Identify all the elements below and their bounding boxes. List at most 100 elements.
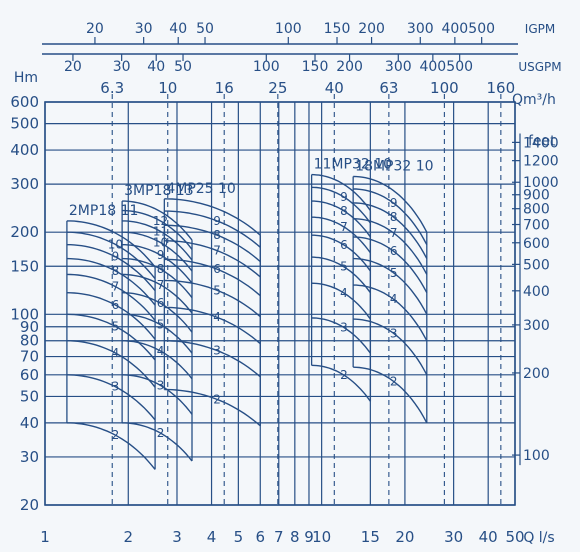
stage-curve — [66, 313, 156, 361]
series-name-label: 4MP25 10 — [166, 181, 236, 197]
y-tick-label: 200 — [10, 223, 39, 241]
stage-curve — [164, 306, 261, 345]
stage-curve — [353, 257, 428, 315]
feet-axis-label: feet — [528, 134, 556, 150]
x-tick-label: 4 — [207, 528, 217, 546]
stage-curve — [353, 175, 428, 233]
stage-curve — [311, 173, 371, 212]
stage-curve — [122, 220, 193, 261]
stage-label: 7 — [390, 226, 398, 240]
stage-label: 6 — [112, 298, 120, 312]
stage-curve — [353, 366, 428, 424]
igpm-tick-label: 300 — [407, 21, 434, 37]
usgpm-tick-label: 100 — [253, 59, 280, 75]
y-tick-label: 400 — [10, 141, 39, 159]
igpm-tick-label: 200 — [358, 21, 385, 37]
feet-tick-label: 300 — [523, 318, 550, 334]
y-tick-label: 70 — [20, 348, 39, 366]
stage-label: 6 — [390, 244, 398, 258]
stage-curve — [311, 216, 371, 254]
stage-curve — [122, 209, 193, 250]
stage-label: 9 — [157, 248, 165, 262]
stage-label: 9 — [112, 250, 120, 264]
stage-label: 7 — [340, 220, 348, 234]
nominal-flow-label: 10 — [158, 79, 177, 97]
stage-curve — [66, 220, 156, 268]
stage-curve — [353, 218, 428, 275]
x-tick-label: 6 — [255, 528, 265, 546]
usgpm-tick-label: 150 — [302, 59, 329, 75]
stage-curve — [164, 210, 261, 248]
stage-label: 5 — [340, 260, 348, 274]
feet-tick-label: 1000 — [523, 175, 559, 191]
stage-label: 3 — [340, 320, 348, 334]
feet-tick-label: 500 — [523, 257, 550, 273]
feet-tick-label: 400 — [523, 284, 550, 300]
nominal-flow-label: 63 — [379, 79, 398, 97]
usgpm-tick-label: 300 — [385, 59, 412, 75]
x-tick-label: 9 — [304, 528, 314, 546]
stage-curve — [311, 200, 371, 238]
nominal-flow-label: 100 — [430, 79, 459, 97]
feet-tick-label: 900 — [523, 188, 550, 204]
stage-curve — [122, 292, 193, 333]
stage-curve — [66, 374, 156, 421]
usgpm-tick-label: 200 — [336, 59, 363, 75]
stage-label: 2 — [112, 428, 120, 442]
nominal-flow-label: 160 — [487, 79, 516, 97]
stage-label: 4 — [213, 310, 221, 324]
stage-curve — [164, 388, 261, 427]
stage-curve — [66, 422, 156, 470]
stage-curve — [164, 340, 261, 378]
stage-curve — [122, 231, 193, 272]
stage-label: 6 — [213, 262, 221, 276]
series-4MP25: 4MP25 10 2 3 4 5 6 7 89 — [163, 181, 261, 427]
y-tick-label: 500 — [10, 115, 39, 133]
stage-curve — [122, 374, 193, 415]
nominal-flow-label: 25 — [268, 79, 287, 97]
usgpm-tick-label: 500 — [446, 59, 473, 75]
x-tick-label: 20 — [395, 528, 414, 546]
y-tick-label: 60 — [20, 366, 39, 384]
x-tick-label: 50 — [505, 528, 524, 546]
stage-curve — [122, 313, 193, 354]
stage-curve — [122, 273, 193, 314]
stage-label: 3 — [112, 380, 120, 394]
series-11MP32: 11MP32 10 2 3 4 5 6 7 89 — [310, 157, 392, 402]
y-tick-label: 30 — [20, 448, 39, 466]
stage-curve — [122, 244, 193, 284]
stage-curve — [311, 256, 371, 294]
x-tick-label: 1 — [40, 528, 50, 546]
stage-label: 4 — [340, 286, 348, 300]
igpm-tick-label: 100 — [275, 21, 302, 37]
x-tick-label: 3 — [172, 528, 182, 546]
y-tick-label: 50 — [20, 387, 39, 405]
y-tick-label: 40 — [20, 414, 39, 432]
stage-curve — [66, 231, 156, 280]
igpm-tick-label: 30 — [135, 21, 153, 37]
feet-tick-label: 800 — [523, 202, 550, 218]
igpm-label: IGPM — [525, 22, 555, 36]
nominal-flow-label: 40 — [325, 79, 344, 97]
usgpm-tick-label: 30 — [113, 59, 131, 75]
stage-label: 5 — [390, 266, 398, 280]
y-tick-label: 300 — [10, 175, 39, 193]
stage-curve — [164, 240, 261, 278]
stage-label: 3 — [390, 326, 398, 340]
y-axis-label: Hm — [14, 70, 38, 86]
stage-curve — [353, 236, 428, 294]
igpm-tick-label: 50 — [196, 21, 214, 37]
y-tick-label: 100 — [10, 305, 39, 323]
usgpm-label: USGPM — [518, 60, 561, 74]
stage-label: 5 — [112, 319, 120, 333]
stage-label: 2 — [213, 392, 221, 406]
stage-label: 9 — [340, 190, 348, 204]
series-name-label: 3MP18 13 — [124, 183, 194, 199]
feet-tick-label: 200 — [523, 366, 550, 382]
y-tick-label: 90 — [20, 318, 39, 336]
series-18MP32: 18MP32 10 2 3 4 5 6 7 89 — [352, 158, 434, 424]
stage-curve — [66, 257, 156, 306]
